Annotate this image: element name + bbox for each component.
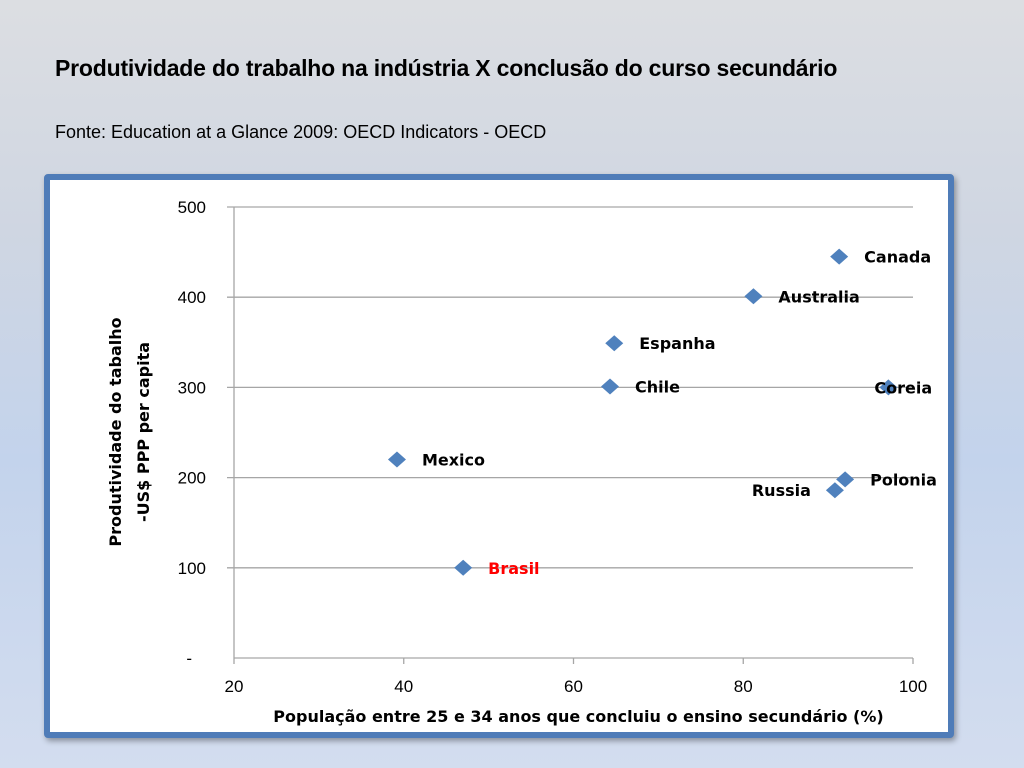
data-label: Coreia bbox=[874, 378, 932, 397]
y-tick-label: 100 bbox=[178, 559, 206, 578]
data-point-espanha bbox=[605, 335, 624, 352]
data-point-mexico bbox=[387, 451, 406, 468]
x-axis-title: População entre 25 e 34 anos que conclui… bbox=[273, 707, 883, 726]
data-point-canada bbox=[830, 248, 849, 265]
data-label: Brasil bbox=[488, 559, 539, 578]
data-label: Mexico bbox=[422, 451, 485, 470]
y-axis-title: Produtividade do tabalho bbox=[106, 317, 125, 546]
slide-title: Produtividade do trabalho na indústria X… bbox=[55, 55, 838, 81]
data-label: Australia bbox=[778, 287, 859, 306]
y-tick-label: 300 bbox=[178, 378, 206, 397]
data-label: Polonia bbox=[870, 470, 937, 489]
data-point-polonia bbox=[836, 471, 855, 488]
x-tick-label: 60 bbox=[564, 677, 583, 696]
y-tick-label: - bbox=[186, 649, 192, 668]
data-point-coreia bbox=[879, 379, 898, 396]
data-point-australia bbox=[744, 288, 763, 305]
data-point-brasil bbox=[454, 559, 473, 576]
x-tick-label: 80 bbox=[734, 677, 753, 696]
data-label: Canada bbox=[864, 248, 931, 267]
data-point-russia bbox=[825, 482, 844, 499]
data-label: Chile bbox=[635, 377, 680, 396]
y-axis-title: -US$ PPP per capita bbox=[134, 342, 153, 522]
x-tick-label: 20 bbox=[225, 677, 244, 696]
data-point-chile bbox=[600, 378, 619, 395]
x-tick-label: 100 bbox=[899, 677, 927, 696]
x-tick-label: 40 bbox=[394, 677, 413, 696]
source-text: Fonte: Education at a Glance 2009: OECD … bbox=[55, 122, 547, 142]
y-tick-label: 200 bbox=[178, 469, 206, 488]
data-label: Russia bbox=[752, 481, 811, 500]
chart-frame bbox=[44, 174, 954, 738]
data-label: Espanha bbox=[639, 334, 715, 353]
y-tick-label: 400 bbox=[178, 288, 206, 307]
y-tick-label: 500 bbox=[178, 198, 206, 217]
